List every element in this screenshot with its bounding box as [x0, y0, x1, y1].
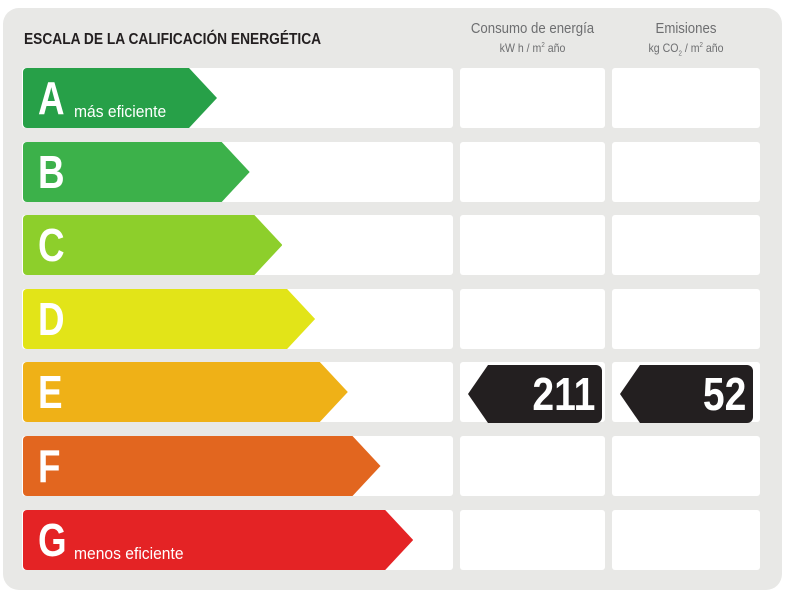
consumption-cell	[460, 436, 605, 496]
emissions-value-badge: 52	[620, 365, 753, 423]
rating-arrow-b: B	[23, 142, 250, 202]
emissions-label: Emisiones	[655, 20, 717, 37]
emissions-cell	[612, 215, 760, 275]
consumption-header: Consumo de energía kW h / m2 año	[469, 20, 597, 55]
consumption-cell	[460, 289, 605, 349]
rating-subtitle: más eficiente	[74, 102, 167, 121]
emissions-header: Emisiones kg CO2 / m2 año	[621, 20, 751, 57]
consumption-cell	[460, 510, 605, 570]
rating-arrow-f: F	[23, 436, 381, 496]
rating-letter: C	[38, 219, 65, 271]
rating-letter: F	[38, 440, 61, 492]
rating-arrow-d: D	[23, 289, 315, 349]
consumption-cell	[460, 142, 605, 202]
consumption-unit: kW h / m2 año	[499, 41, 566, 55]
rating-letter: G	[38, 514, 67, 566]
emissions-cell	[612, 142, 760, 202]
rating-arrow-c: C	[23, 215, 282, 275]
emissions-cell	[612, 289, 760, 349]
rating-arrow-e: E	[23, 362, 348, 422]
consumption-cell	[460, 215, 605, 275]
consumption-cell	[460, 68, 605, 128]
consumption-label: Consumo de energía	[470, 20, 595, 37]
emissions-cell	[612, 510, 760, 570]
rating-letter: A	[38, 72, 65, 124]
emissions-unit: kg CO2 / m2 año	[648, 41, 724, 58]
emissions-cell	[612, 68, 760, 128]
rating-letter: E	[38, 366, 63, 418]
rating-subtitle: menos eficiente	[74, 544, 184, 563]
label-title: ESCALA DE LA CALIFICACIÓN ENERGÉTICA	[24, 31, 322, 48]
emissions-cell	[612, 436, 760, 496]
rating-letter: B	[38, 146, 65, 198]
consumption-value-badge: 211	[468, 365, 602, 423]
rating-letter: D	[38, 293, 65, 345]
